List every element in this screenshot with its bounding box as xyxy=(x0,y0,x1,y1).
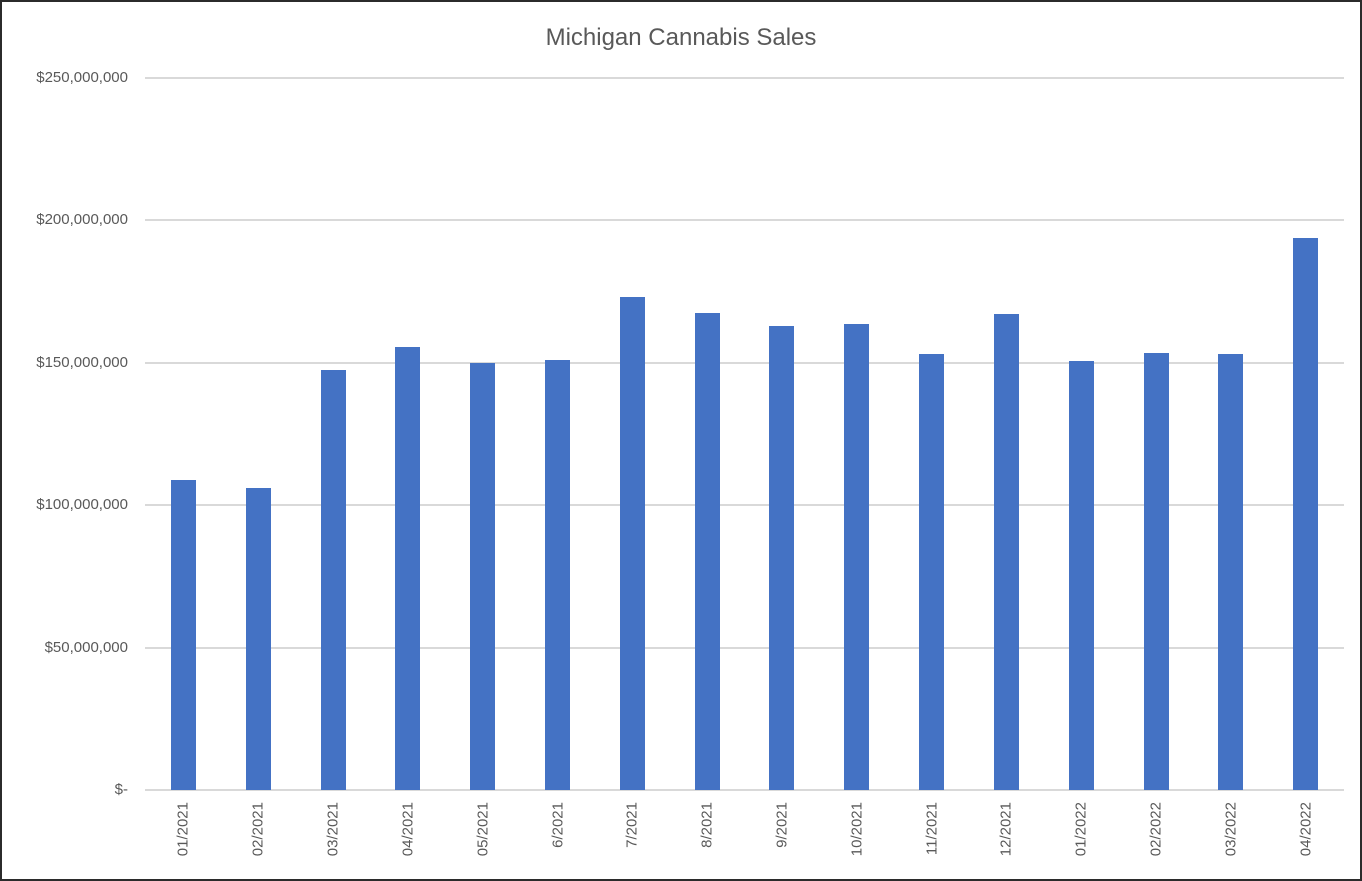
y-axis-label-1: $50,000,000 xyxy=(44,638,128,656)
x-axis-label-04-2022: 04/2022 xyxy=(1297,802,1315,857)
x-axis-label-01-2021: 01/2021 xyxy=(174,802,192,857)
gridline-0 xyxy=(145,789,1344,791)
chart-title: Michigan Cannabis Sales xyxy=(545,24,817,51)
x-axis-label-9-2021: 9/2021 xyxy=(773,802,791,848)
x-axis-label-6-2021: 6/2021 xyxy=(549,802,566,848)
bar-03-2021 xyxy=(320,369,346,790)
bar-12-2021 xyxy=(993,314,1019,790)
x-axis-label-10-2021: 10/2021 xyxy=(848,802,866,857)
x-axis-label-02-2021: 02/2021 xyxy=(249,802,267,857)
bar-04-2021 xyxy=(395,347,421,790)
bar-9-2021 xyxy=(769,325,795,790)
bar-8-2021 xyxy=(694,313,720,790)
x-axis-label-01-2022: 01/2022 xyxy=(1072,802,1090,857)
x-axis-label-12-2021: 12/2021 xyxy=(997,802,1015,857)
gridline-4 xyxy=(145,219,1344,222)
gridline-3 xyxy=(145,361,1344,364)
x-axis-label-04-2021: 04/2021 xyxy=(399,802,417,857)
x-axis-label-05-2021: 05/2021 xyxy=(474,802,492,857)
bar-6-2021 xyxy=(545,360,570,790)
bar-11-2021 xyxy=(919,354,944,790)
bar-7-2021 xyxy=(619,297,645,790)
bar-02-2021 xyxy=(245,488,271,790)
bar-03-2022 xyxy=(1218,354,1244,790)
x-axis-label-11-2021: 11/2021 xyxy=(923,802,940,856)
bar-02-2022 xyxy=(1143,352,1169,790)
gridline-2 xyxy=(145,504,1344,507)
x-axis-label-02-2022: 02/2022 xyxy=(1147,802,1165,857)
bar-01-2021 xyxy=(170,479,196,790)
gridline-5 xyxy=(145,77,1344,79)
gridline-1 xyxy=(145,646,1344,649)
x-axis-label-03-2021: 03/2021 xyxy=(324,802,342,857)
x-axis-label-03-2022: 03/2022 xyxy=(1222,802,1240,857)
x-axis-label-8-2021: 8/2021 xyxy=(698,802,716,848)
y-axis-label-4: $200,000,000 xyxy=(36,211,128,229)
y-axis-label-2: $100,000,000 xyxy=(36,496,128,514)
bar-05-2021 xyxy=(470,362,496,790)
y-axis-label-3: $150,000,000 xyxy=(36,353,128,371)
bar-01-2022 xyxy=(1068,361,1094,790)
bar-10-2021 xyxy=(844,324,870,790)
y-axis-label-5: $250,000,000 xyxy=(36,69,128,86)
bar-04-2022 xyxy=(1293,237,1319,790)
y-axis-label-0: $- xyxy=(114,781,128,798)
x-axis-label-7-2021: 7/2021 xyxy=(623,802,641,848)
